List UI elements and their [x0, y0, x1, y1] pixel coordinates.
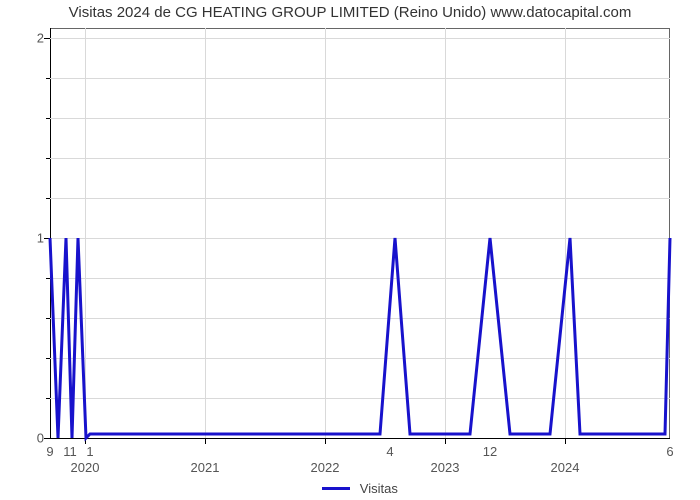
- xtick-mark: [565, 438, 566, 444]
- chart-title: Visitas 2024 de CG HEATING GROUP LIMITED…: [0, 4, 700, 21]
- xtick-minor-label: 4: [386, 444, 393, 459]
- x-axis-line: [50, 438, 670, 439]
- xtick-year-label: 2021: [191, 460, 220, 475]
- chart-container: Visitas 2024 de CG HEATING GROUP LIMITED…: [0, 0, 700, 500]
- ytick-label: 1: [4, 231, 44, 246]
- xtick-minor-label: 1: [86, 444, 93, 459]
- xtick-mark: [325, 438, 326, 444]
- ytick-label: 0: [4, 431, 44, 446]
- xtick-year-label: 2020: [71, 460, 100, 475]
- xtick-minor-label: 9: [46, 444, 53, 459]
- xtick-minor-label: 12: [483, 444, 497, 459]
- legend-swatch: [322, 487, 350, 490]
- xtick-mark: [445, 438, 446, 444]
- legend: Visitas: [50, 480, 670, 496]
- xtick-minor-label: 6: [666, 444, 673, 459]
- xtick-year-label: 2022: [311, 460, 340, 475]
- ytick-label: 2: [4, 31, 44, 46]
- xtick-year-label: 2024: [551, 460, 580, 475]
- xtick-year-label: 2023: [431, 460, 460, 475]
- series-polyline: [50, 238, 670, 438]
- ytick-mark: [44, 438, 50, 439]
- line-series: [50, 28, 670, 438]
- legend-label: Visitas: [360, 481, 398, 496]
- xtick-minor-label: 11: [63, 444, 77, 459]
- xtick-mark: [205, 438, 206, 444]
